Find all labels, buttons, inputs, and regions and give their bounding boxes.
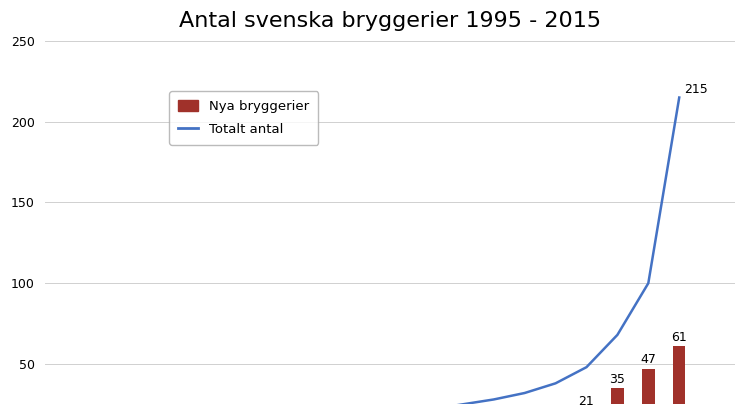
Totalt antal <box>304 416 313 419</box>
Totalt antal <box>675 95 684 100</box>
Text: 215: 215 <box>684 83 708 96</box>
Totalt antal <box>335 415 344 419</box>
Text: 61: 61 <box>671 331 687 344</box>
Text: 21: 21 <box>579 396 595 409</box>
Legend: Nya bryggerier, Totalt antal: Nya bryggerier, Totalt antal <box>169 91 318 145</box>
Bar <box>611 388 624 419</box>
Text: 47: 47 <box>640 353 656 366</box>
Totalt antal <box>551 381 560 386</box>
Totalt antal <box>489 397 498 402</box>
Totalt antal <box>396 410 405 415</box>
Totalt antal <box>644 281 653 286</box>
Text: 35: 35 <box>609 373 625 386</box>
Line: Totalt antal: Totalt antal <box>61 98 680 419</box>
Bar <box>580 411 592 419</box>
Totalt antal <box>458 402 467 407</box>
Totalt antal <box>366 413 374 418</box>
Totalt antal <box>582 365 591 370</box>
Title: Antal svenska bryggerier 1995 - 2015: Antal svenska bryggerier 1995 - 2015 <box>179 11 601 31</box>
Totalt antal <box>613 332 622 337</box>
Bar <box>673 346 686 419</box>
Totalt antal <box>427 406 436 411</box>
Totalt antal <box>273 418 282 419</box>
Bar <box>642 369 654 419</box>
Totalt antal <box>520 391 529 396</box>
